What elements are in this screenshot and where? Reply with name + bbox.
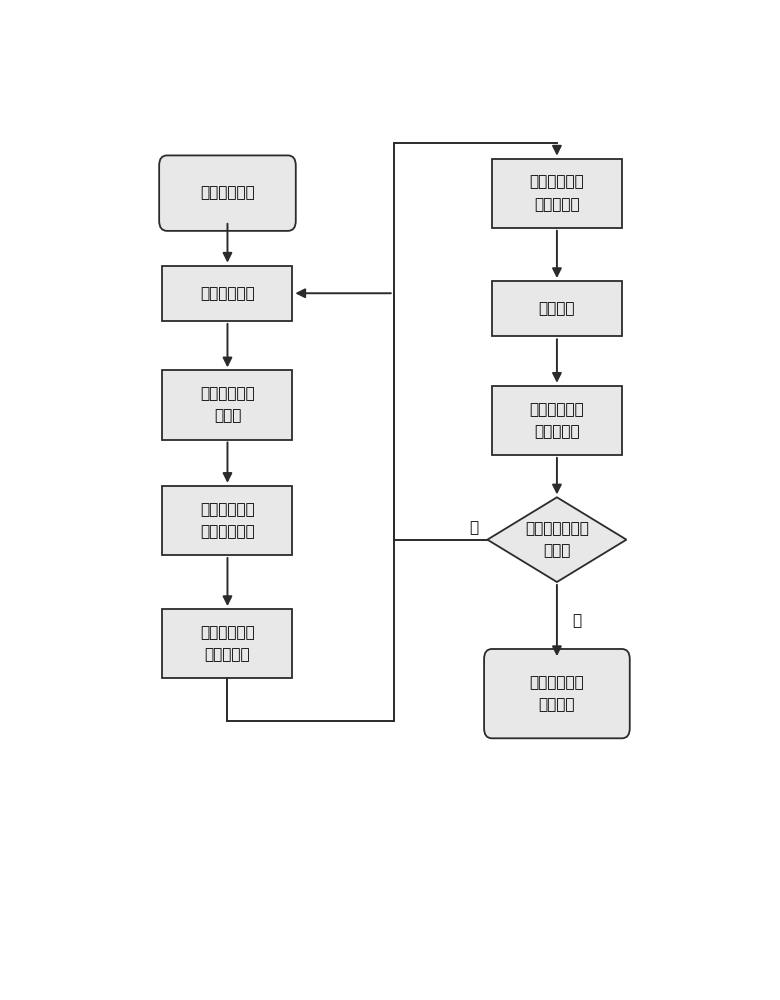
Text: 构建扩散张量
及连续因子: 构建扩散张量 及连续因子 <box>530 175 584 212</box>
Polygon shape <box>488 497 626 582</box>
Text: 设置输入参数: 设置输入参数 <box>200 186 255 201</box>
FancyBboxPatch shape <box>162 609 292 678</box>
FancyBboxPatch shape <box>492 158 622 228</box>
Text: 是: 是 <box>572 613 581 628</box>
Text: 应用三边滤波
计算结构张量: 应用三边滤波 计算结构张量 <box>200 502 255 539</box>
FancyBboxPatch shape <box>492 281 622 336</box>
Text: 计算流量: 计算流量 <box>539 301 575 316</box>
FancyBboxPatch shape <box>162 370 292 440</box>
Text: 完成三边结构
导向滤波: 完成三边结构 导向滤波 <box>530 675 584 712</box>
Text: 计算散度，进
行扩散滤波: 计算散度，进 行扩散滤波 <box>530 402 584 439</box>
Text: 导入处理数据: 导入处理数据 <box>200 286 255 301</box>
Text: 否: 否 <box>470 521 479 536</box>
FancyBboxPatch shape <box>159 155 296 231</box>
FancyBboxPatch shape <box>162 486 292 555</box>
Text: 判断是否达到迭
代次数: 判断是否达到迭 代次数 <box>525 521 589 558</box>
FancyBboxPatch shape <box>484 649 629 738</box>
Text: 计算梯度及梯
度张量: 计算梯度及梯 度张量 <box>200 386 255 424</box>
FancyBboxPatch shape <box>162 266 292 321</box>
FancyBboxPatch shape <box>492 386 622 455</box>
Text: 对结构张量作
特征值分解: 对结构张量作 特征值分解 <box>200 625 255 662</box>
